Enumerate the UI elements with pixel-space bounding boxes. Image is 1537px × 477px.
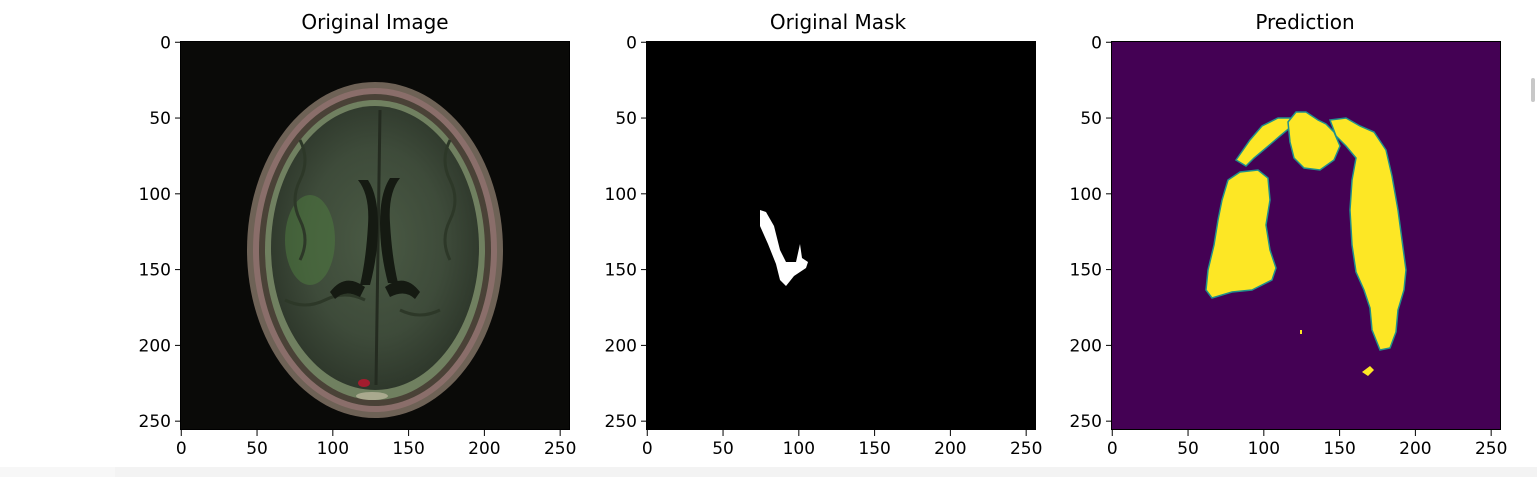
cell-bottom-border [0,467,1537,477]
cell-gutter [0,467,115,477]
y-tick-label: 100 [605,185,637,205]
panel-title: Original Mask [770,10,907,34]
panel-original-mask: Original Mask 0 50 100 150 200 25005010015020… [605,10,1043,459]
x-tick-label: 100 [317,439,349,459]
y-tick-label: 100 [139,185,171,205]
y-tick-label: 250 [1070,412,1102,432]
x-tick-label: 0 [176,439,187,459]
scrollbar-thumb[interactable] [1531,78,1535,102]
y-tick-label: 0 [1091,33,1102,53]
y-tick-label: 50 [1080,109,1102,129]
prediction-region [1300,330,1302,334]
x-tick-label: 250 [1475,439,1507,459]
axes-frame [646,41,1036,430]
prediction-region [1287,111,1341,171]
x-tick-label: 250 [544,439,576,459]
y-tick-label: 200 [1070,336,1102,356]
panel-prediction: Prediction 0 50 100 150 200 25005010015020025… [1070,10,1508,459]
x-tick-label: 150 [1323,439,1355,459]
y-tick-label: 250 [139,412,171,432]
axes-frame [1111,41,1501,430]
mri-image [181,42,569,429]
x-tick-label: 0 [642,439,653,459]
x-tick-label: 200 [1399,439,1431,459]
y-tick-label: 250 [605,412,637,432]
prediction-region [1328,117,1407,351]
y-tick-label: 100 [1070,185,1102,205]
prediction-region [1362,366,1374,376]
axes-frame [180,41,570,430]
x-tick-label: 0 [1107,439,1118,459]
prediction-region [1205,169,1277,299]
x-tick-label: 200 [468,439,500,459]
x-tick-label: 100 [1248,439,1280,459]
x-tick-label: 50 [1177,439,1199,459]
y-tick-label: 0 [160,33,171,53]
x-tick-label: 150 [858,439,890,459]
panel-title: Original Image [301,10,448,34]
mask-region [760,210,808,286]
panel-original-image: Original Image [139,10,577,459]
x-tick-label: 250 [1010,439,1042,459]
x-tick-label: 50 [712,439,734,459]
y-tick-label: 200 [139,336,171,356]
mask-image [647,42,1035,429]
panel-title: Prediction [1255,10,1354,34]
y-tick-label: 0 [626,33,637,53]
y-tick-label: 200 [605,336,637,356]
prediction-image [1112,42,1500,429]
y-tick-label: 150 [605,261,637,281]
y-tick-label: 150 [139,261,171,281]
y-tick-label: 150 [1070,261,1102,281]
x-tick-label: 100 [783,439,815,459]
x-tick-label: 150 [392,439,424,459]
x-tick-label: 50 [246,439,268,459]
y-tick-label: 50 [615,109,637,129]
x-tick-label: 200 [934,439,966,459]
y-tick-label: 50 [149,109,171,129]
